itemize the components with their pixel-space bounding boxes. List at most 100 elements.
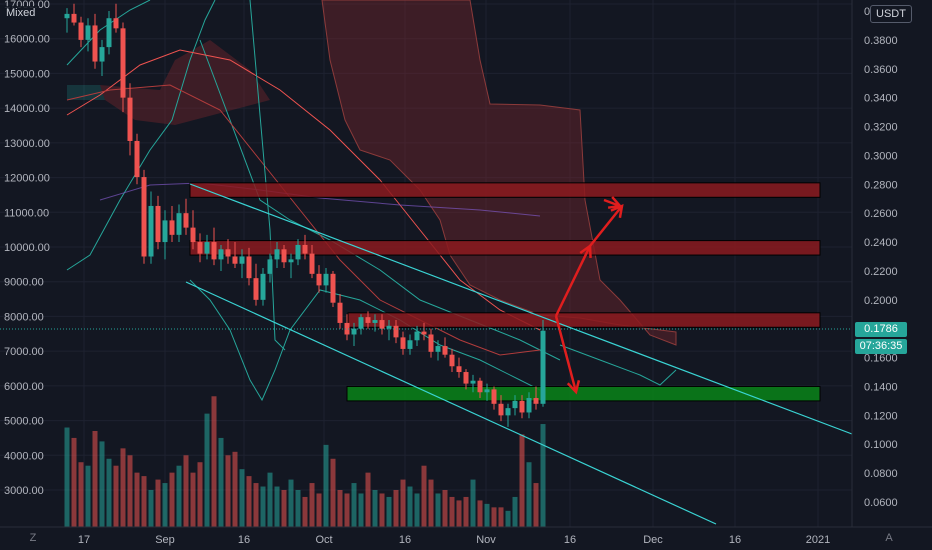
candle-body (428, 334, 434, 352)
volume-bar (134, 472, 140, 527)
right-axis-tick-label: 0.1200 (864, 410, 898, 422)
volume-bar (323, 444, 329, 527)
volume-bar (477, 500, 483, 527)
candle-body (288, 259, 294, 263)
arrow-down-to-support-head (566, 380, 581, 395)
candle-body (78, 22, 84, 40)
resistance-zone (189, 240, 821, 256)
candle-body (239, 256, 245, 264)
volume-bar (155, 479, 161, 527)
right-axis-tick-label: 0.2200 (864, 266, 898, 278)
volume-bar (78, 462, 84, 527)
candle-body (316, 273, 322, 286)
candle-body (442, 346, 448, 355)
candle-body (414, 331, 420, 341)
left-axis-tick-label: 8000.00 (4, 311, 44, 323)
candle-body (351, 328, 357, 335)
volume-bar (351, 483, 357, 527)
candle-body (491, 389, 497, 404)
auto-scale-button[interactable]: A (885, 532, 893, 544)
candle-body (225, 249, 231, 257)
candle-body (337, 302, 343, 323)
volume-bar (498, 507, 504, 527)
volume-bar (113, 465, 119, 527)
right-axis-tick-label: 0.2800 (864, 179, 898, 191)
volume-bar (400, 479, 406, 527)
cloud-edge (559, 344, 677, 386)
candle-body (400, 337, 406, 349)
volume-bar (435, 493, 441, 527)
volume-bar (260, 486, 266, 527)
volume-bar (470, 479, 476, 527)
candle-body (183, 213, 189, 228)
volume-bar (414, 493, 420, 527)
volume-bar (281, 490, 287, 527)
left-axis-tick-label: 11000.00 (4, 207, 49, 219)
candle-body (309, 253, 315, 274)
candle-body (190, 227, 196, 243)
volume-bar (456, 500, 462, 527)
candle-body (85, 25, 91, 40)
candle-body (470, 380, 476, 384)
currency-label[interactable]: USDT (870, 5, 912, 23)
candle-body (323, 273, 329, 286)
zoom-button[interactable]: Z (29, 532, 37, 544)
candle-body (449, 354, 455, 367)
candle-body (71, 13, 77, 23)
channel-lower-line (185, 281, 717, 525)
volume-bar (491, 507, 497, 527)
right-axis-tick-label: 0.3600 (864, 64, 898, 76)
volume-bar (92, 430, 98, 527)
candle-body (540, 330, 546, 404)
volume-bars (64, 396, 546, 527)
right-axis-tick-label: 0.3000 (864, 150, 898, 162)
candles (64, 3, 546, 427)
candle-body (176, 213, 182, 235)
left-axis-tick-label: 3000.00 (4, 485, 44, 497)
x-axis-tick-label: Oct (315, 534, 332, 546)
volume-bar (449, 496, 455, 527)
candle-body (113, 18, 119, 29)
candle-body (106, 18, 112, 48)
candle-body (498, 403, 504, 416)
x-axis-tick-label: Sep (155, 534, 175, 546)
candle-body (92, 25, 98, 62)
candle-body (141, 177, 147, 257)
volume-bar (162, 483, 168, 527)
arrow-up-to-top-a (589, 205, 623, 247)
right-axis-tick-label: 0.0800 (864, 468, 898, 480)
volume-bar (295, 490, 301, 527)
right-axis-tick-label: 0.2000 (864, 295, 898, 307)
volume-bar (519, 434, 525, 527)
x-axis-tick-label: 16 (238, 534, 250, 546)
left-axis-tick-label: 13000.00 (4, 138, 50, 150)
candle-body (197, 242, 203, 254)
candle-body (232, 256, 238, 264)
left-axis-tick-label: 16000.00 (4, 34, 50, 46)
candle-body (218, 249, 224, 260)
bollinger-lower (189, 279, 541, 402)
volume-bar (421, 465, 427, 527)
candle-body (519, 400, 525, 413)
right-axis-tick-label: 0.2600 (864, 208, 898, 220)
left-axis-tick-label: 7000.00 (4, 346, 44, 358)
right-axis-tick-label: 0.3200 (864, 122, 898, 134)
left-axis-tick-label: 14000.00 (4, 103, 50, 115)
right-axis-tick-label: 0.2400 (864, 237, 898, 249)
last-price-badge: 0.1786 (855, 322, 907, 337)
volume-bar (526, 462, 532, 527)
volume-bar (372, 490, 378, 527)
projection-arrows (554, 196, 624, 395)
right-axis-tick-label: 0.1600 (864, 353, 898, 365)
candle-body (358, 317, 364, 329)
candle-body (484, 389, 490, 393)
candle-body (365, 317, 371, 323)
volume-bar (288, 479, 294, 527)
bollinger-upper (66, 0, 216, 271)
support-zone (346, 385, 821, 402)
candle-body (281, 249, 287, 263)
volume-bar (141, 476, 147, 527)
candle-body (386, 325, 392, 329)
